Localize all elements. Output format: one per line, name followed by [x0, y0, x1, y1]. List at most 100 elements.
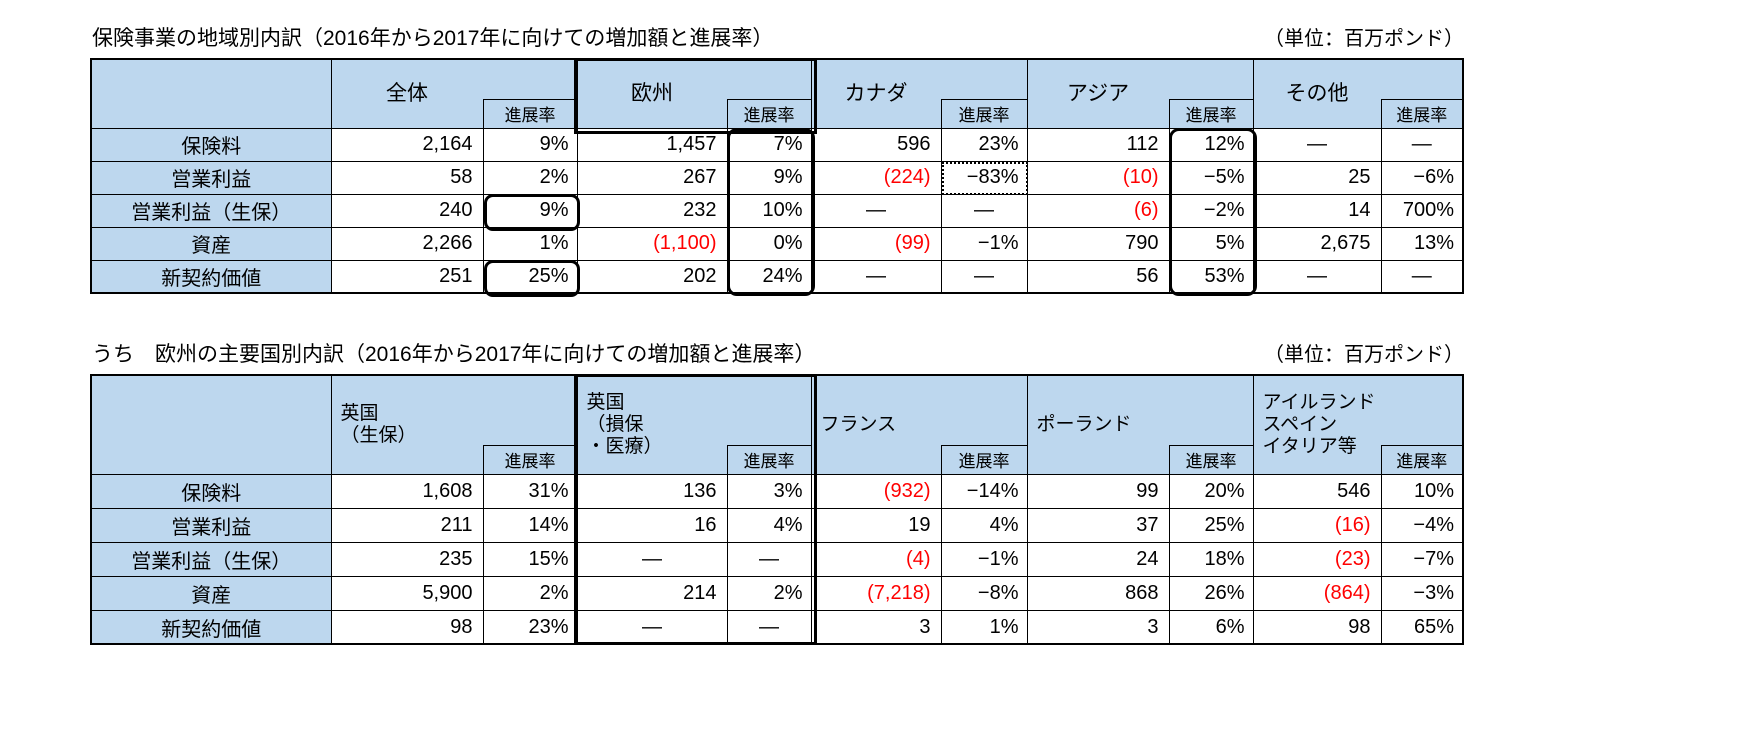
rate-spacer: [1169, 374, 1254, 446]
value-cell: 790: [1026, 226, 1170, 261]
rate-cell: 2%: [482, 160, 578, 195]
rate-column-header: 進展率: [726, 444, 812, 475]
rate-cell: −3%: [1380, 575, 1464, 611]
rate-spacer: [483, 58, 578, 100]
table-row: 営業利益（生保） 240 9% 232 10% — — (6) −2% 14 700%: [90, 193, 1464, 228]
rate-spacer: [1381, 58, 1464, 100]
value-cell: 1,457: [576, 127, 728, 162]
rate-cell: 20%: [1168, 473, 1254, 509]
rate-cell: 7%: [726, 127, 812, 162]
rate-cell: 1%: [482, 226, 578, 261]
value-cell: 596: [810, 127, 942, 162]
rate-cell: 10%: [726, 193, 812, 228]
table-row: 保険料 2,164 9% 1,457 7% 596 23% 112 12% — —: [90, 127, 1464, 162]
value-cell: 1,608: [330, 473, 484, 509]
rate-cell: −7%: [1380, 541, 1464, 577]
rate-cell: 25%: [482, 259, 578, 294]
region-header-europe: 欧州: [576, 58, 728, 129]
regional-breakdown-table: 全体 欧州 カナダ アジア その他 進展率 進展率 進展率 進展率 進展率: [90, 58, 1464, 295]
row-label: 新契約価値: [90, 609, 332, 645]
rate-cell: 13%: [1380, 226, 1464, 261]
row-label: 営業利益（生保）: [90, 193, 332, 228]
rate-cell: −5%: [1168, 160, 1254, 195]
rate-spacer: [941, 58, 1028, 100]
rate-cell: 9%: [726, 160, 812, 195]
rate-cell: 25%: [1168, 507, 1254, 543]
value-cell: —: [576, 541, 728, 577]
section-europe-detail: うち 欧州の主要国別内訳（2016年から2017年に向けての増加額と進展率） （…: [90, 342, 1737, 646]
region-header-canada: カナダ: [810, 58, 942, 129]
row-label: 新契約価値: [90, 259, 332, 294]
table1-caption: 保険事業の地域別内訳（2016年から2017年に向けての増加額と進展率） （単位…: [92, 26, 1464, 51]
row-label: 資産: [90, 226, 332, 261]
rate-column-header: 進展率: [482, 444, 578, 475]
region-header-uk-life: 英国 （生保）: [330, 374, 484, 475]
rate-cell: −8%: [940, 575, 1028, 611]
value-cell: 98: [1252, 609, 1382, 645]
value-cell: (864): [1252, 575, 1382, 611]
value-cell: —: [810, 259, 942, 294]
table2-title: うち 欧州の主要国別内訳（2016年から2017年に向けての増加額と進展率）: [92, 343, 816, 367]
value-cell: (7,218): [810, 575, 942, 611]
value-cell: 232: [576, 193, 728, 228]
region-header-total: 全体: [330, 58, 484, 129]
value-cell: (6): [1026, 193, 1170, 228]
rate-spacer: [941, 374, 1028, 446]
row-label: 営業利益: [90, 507, 332, 543]
europe-country-breakdown-table: 英国 （生保） 英国 （損保 ・医療） フランス ポーランド アイルランド スペ…: [90, 374, 1464, 646]
rate-cell: 1%: [940, 609, 1028, 645]
rate-cell: 9%: [482, 127, 578, 162]
rate-cell: —: [726, 609, 812, 645]
rate-cell: 53%: [1168, 259, 1254, 294]
value-cell: (1,100): [576, 226, 728, 261]
region-header-asia: アジア: [1026, 58, 1170, 129]
rate-spacer: [1169, 58, 1254, 100]
corner-cell: [90, 58, 332, 129]
value-cell: (4): [810, 541, 942, 577]
value-cell: 546: [1252, 473, 1382, 509]
rate-cell: 26%: [1168, 575, 1254, 611]
region-header-ireland-spain-italy: アイルランド スペイン イタリア等: [1252, 374, 1382, 475]
value-cell: 251: [330, 259, 484, 294]
value-cell: 19: [810, 507, 942, 543]
rate-cell: 9%: [482, 193, 578, 228]
table2-unit-label: （単位：百万ポンド）: [1264, 344, 1464, 367]
table2-wrap: 英国 （生保） 英国 （損保 ・医療） フランス ポーランド アイルランド スペ…: [90, 374, 1464, 646]
rate-spacer: [483, 374, 578, 446]
rate-column-header: 進展率: [940, 444, 1028, 475]
value-cell: 56: [1026, 259, 1170, 294]
value-cell: 2,675: [1252, 226, 1382, 261]
rate-cell: 31%: [482, 473, 578, 509]
value-cell: 3: [810, 609, 942, 645]
value-cell: 37: [1026, 507, 1170, 543]
value-cell: 240: [330, 193, 484, 228]
rate-cell: −83%: [940, 160, 1028, 195]
table-row: 資産 5,900 2% 214 2% (7,218) −8% 868 26% (864) −3%: [90, 575, 1464, 611]
rate-column-header: 進展率: [482, 98, 578, 129]
rate-column-header: 進展率: [940, 98, 1028, 129]
rate-cell: —: [940, 193, 1028, 228]
rate-cell: 23%: [482, 609, 578, 645]
rate-cell: 23%: [940, 127, 1028, 162]
rate-cell: 5%: [1168, 226, 1254, 261]
value-cell: 868: [1026, 575, 1170, 611]
value-cell: (23): [1252, 541, 1382, 577]
rate-cell: 4%: [726, 507, 812, 543]
rate-column-header: 進展率: [1380, 444, 1464, 475]
row-label: 保険料: [90, 127, 332, 162]
rate-cell: —: [726, 541, 812, 577]
value-cell: 58: [330, 160, 484, 195]
value-cell: 112: [1026, 127, 1170, 162]
rate-cell: 65%: [1380, 609, 1464, 645]
row-label: 資産: [90, 575, 332, 611]
table1-unit-label: （単位：百万ポンド）: [1264, 28, 1464, 51]
rate-cell: −2%: [1168, 193, 1254, 228]
value-cell: 3: [1026, 609, 1170, 645]
rate-cell: 12%: [1168, 127, 1254, 162]
value-cell: 136: [576, 473, 728, 509]
table-row: 営業利益 58 2% 267 9% (224) −83% (10) −5% 25 −6%: [90, 160, 1464, 195]
region-header-poland: ポーランド: [1026, 374, 1170, 475]
rate-cell: —: [940, 259, 1028, 294]
value-cell: 16: [576, 507, 728, 543]
table-row: 新契約価値 98 23% — —3 1% 3 6% 98 65%: [90, 609, 1464, 645]
